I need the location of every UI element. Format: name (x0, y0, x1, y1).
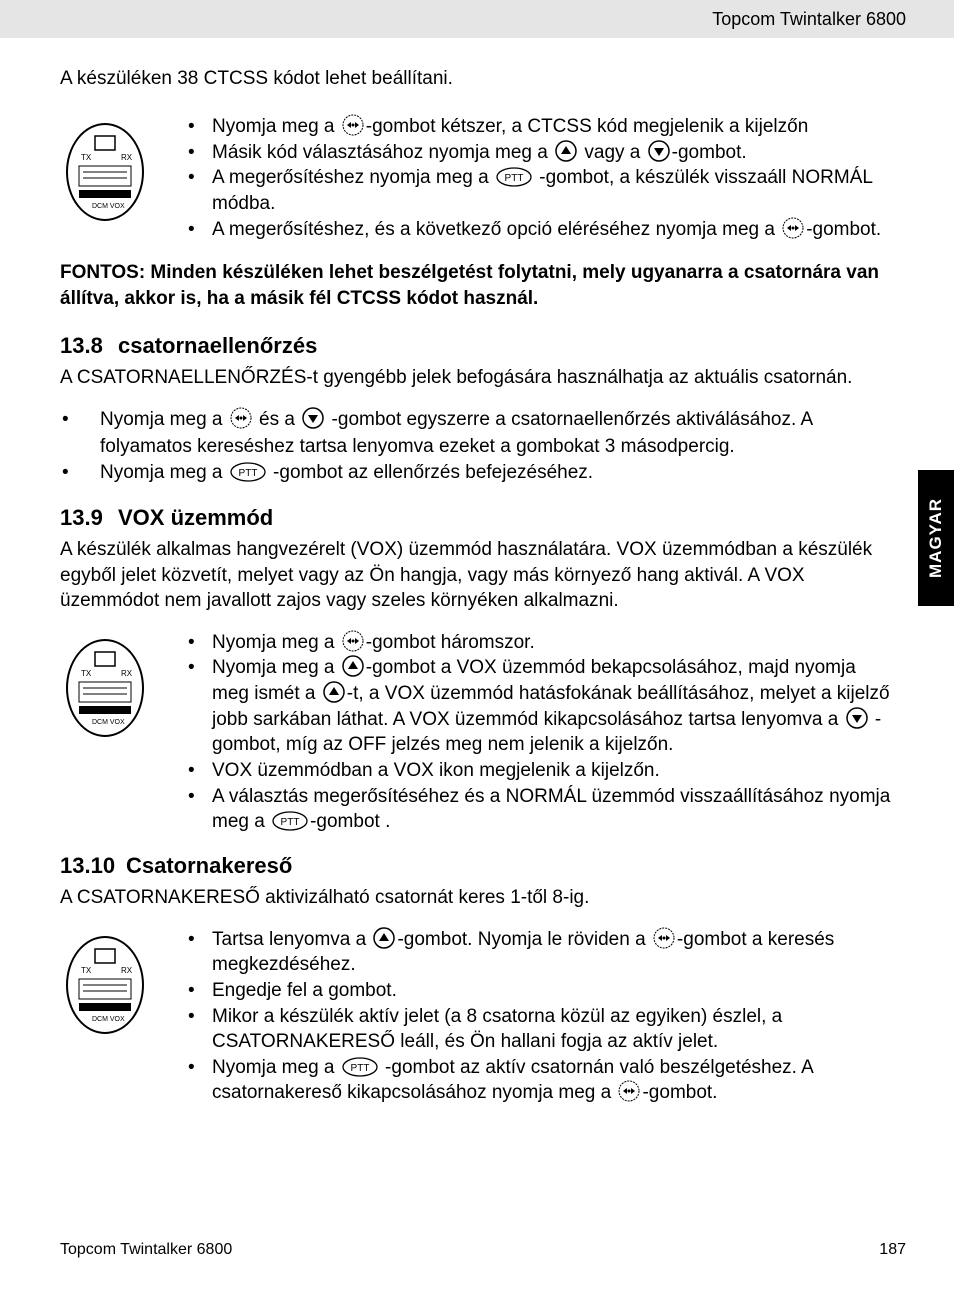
list-item: Nyomja meg a -gombot kétszer, a CTCSS kó… (176, 114, 894, 140)
up-arrow-icon (373, 927, 395, 949)
scan-bullet-list: Tartsa lenyomva a -gombot. Nyomja le röv… (176, 927, 894, 1106)
down-arrow-icon (648, 140, 670, 162)
list-item: VOX üzemmódban a VOX ikon megjelenik a k… (176, 758, 894, 784)
svg-text:PTT: PTT (505, 173, 524, 184)
menu-icon (230, 407, 252, 429)
list-item: Nyomja meg a PTT -gombot az aktív csator… (176, 1055, 894, 1106)
up-arrow-icon (323, 681, 345, 703)
section-13-9-heading: 13.9VOX üzemmód (60, 505, 894, 531)
section-number: 13.9 (60, 505, 118, 531)
section-13-8-heading: 13.8csatornaellenőrzés (60, 333, 894, 359)
svg-text:PTT: PTT (238, 468, 257, 479)
header-bar: Topcom Twintalker 6800 (0, 0, 954, 38)
svg-text:TX: TX (81, 153, 92, 162)
language-label: MAGYAR (926, 498, 946, 578)
down-arrow-icon (302, 407, 324, 429)
page-content: A készüléken 38 CTCSS kódot lehet beállí… (0, 38, 954, 1106)
list-item: Nyomja meg a -gombot a VOX üzemmód bekap… (176, 655, 894, 758)
svg-text:DCM VOX: DCM VOX (92, 719, 125, 726)
section-13-10-para: A CSATORNAKERESŐ aktivizálható csatornát… (60, 885, 894, 911)
list-item: Nyomja meg a és a -gombot egyszerre a cs… (60, 407, 894, 460)
ctcss-bullet-list: Nyomja meg a -gombot kétszer, a CTCSS kó… (176, 114, 894, 242)
section-title: VOX üzemmód (118, 505, 273, 530)
up-arrow-icon (342, 655, 364, 677)
device-screen-illustration: TX RX DCM VOX (60, 933, 150, 1037)
menu-icon (342, 114, 364, 136)
ptt-icon: PTT (230, 462, 266, 482)
list-item: A megerősítéshez nyomja meg a PTT -gombo… (176, 165, 894, 216)
vox-section: TX RX DCM VOX Nyomja meg a -gombot háromsz… (60, 630, 894, 835)
down-arrow-icon (846, 707, 868, 729)
svg-text:DCM VOX: DCM VOX (92, 1016, 125, 1023)
up-arrow-icon (555, 140, 577, 162)
menu-icon (653, 927, 675, 949)
menu-icon (618, 1080, 640, 1102)
footer-page-number: 187 (879, 1241, 906, 1259)
list-item: Tartsa lenyomva a -gombot. Nyomja le röv… (176, 927, 894, 978)
menu-icon (782, 217, 804, 239)
svg-text:PTT: PTT (350, 1063, 369, 1074)
section-number: 13.10 (60, 853, 126, 879)
list-item: Mikor a készülék aktív jelet (a 8 csator… (176, 1004, 894, 1055)
ctcss-section: TX RX DCM VOX Nyomja meg a -gombot kétszer… (60, 114, 894, 242)
svg-text:DCM VOX: DCM VOX (92, 203, 125, 210)
scan-section: TX RX DCM VOX Tartsa lenyomva a -gombot. N… (60, 927, 894, 1106)
section-number: 13.8 (60, 333, 118, 359)
section-title: csatornaellenőrzés (118, 333, 317, 358)
language-side-tab: MAGYAR (918, 470, 954, 606)
svg-text:PTT: PTT (281, 817, 300, 828)
intro-text: A készüléken 38 CTCSS kódot lehet beállí… (60, 68, 894, 90)
svg-text:TX: TX (81, 966, 92, 975)
svg-text:RX: RX (121, 669, 133, 678)
section-13-9-para: A készülék alkalmas hangvezérelt (VOX) ü… (60, 537, 894, 614)
page-footer: Topcom Twintalker 6800 187 (60, 1241, 906, 1259)
menu-icon (342, 630, 364, 652)
list-item: Nyomja meg a -gombot háromszor. (176, 630, 894, 656)
svg-text:RX: RX (121, 153, 133, 162)
list-item: Nyomja meg a PTT -gombot az ellenőrzés b… (60, 460, 894, 487)
device-screen-illustration: TX RX DCM VOX (60, 120, 150, 224)
section-13-10-heading: 13.10Csatornakereső (60, 853, 894, 879)
ptt-icon: PTT (272, 811, 308, 831)
section-13-8-bullets: Nyomja meg a és a -gombot egyszerre a cs… (60, 407, 894, 487)
list-item: Másik kód választásához nyomja meg a vag… (176, 140, 894, 166)
footer-product-name: Topcom Twintalker 6800 (60, 1241, 232, 1259)
header-product-name: Topcom Twintalker 6800 (712, 9, 906, 30)
list-item: Engedje fel a gombot. (176, 978, 894, 1004)
svg-text:TX: TX (81, 669, 92, 678)
list-item: A választás megerősítéséhez és a NORMÁL … (176, 784, 894, 835)
device-screen-illustration: TX RX DCM VOX (60, 636, 150, 740)
vox-bullet-list: Nyomja meg a -gombot háromszor. Nyomja m… (176, 630, 894, 835)
important-note: FONTOS: Minden készüléken lehet beszélge… (60, 260, 894, 311)
ptt-icon: PTT (496, 167, 532, 187)
list-item: A megerősítéshez, és a következő opció e… (176, 217, 894, 243)
ptt-icon: PTT (342, 1057, 378, 1077)
section-title: Csatornakereső (126, 853, 292, 878)
svg-text:RX: RX (121, 966, 133, 975)
section-13-8-para: A CSATORNAELLENŐRZÉS-t gyengébb jelek be… (60, 365, 894, 391)
